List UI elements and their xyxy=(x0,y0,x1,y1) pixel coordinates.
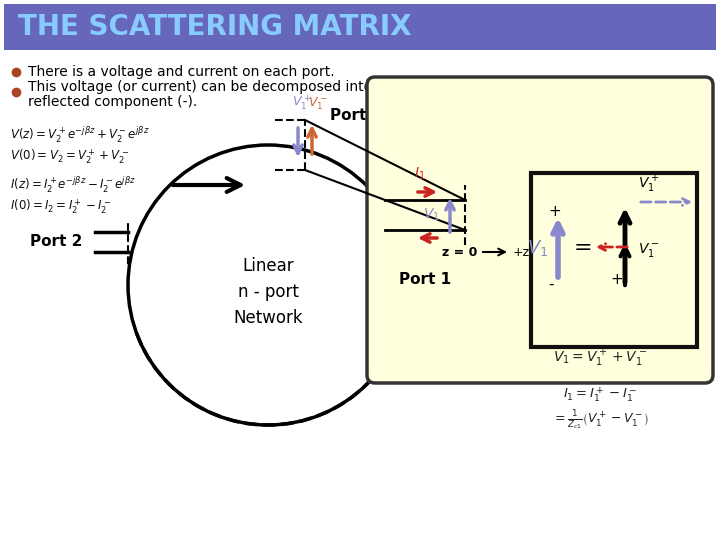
Text: There is a voltage and current on each port.: There is a voltage and current on each p… xyxy=(28,65,335,79)
Text: $I_1$: $I_1$ xyxy=(414,166,426,182)
Text: $I(z)=I_2^+e^{-j\beta z}-I_2^-e^{j\beta z}$: $I(z)=I_2^+e^{-j\beta z}-I_2^-e^{j\beta … xyxy=(10,176,136,195)
Text: $V_1$: $V_1$ xyxy=(527,238,548,258)
Text: $I_1 = I_1^+ - I_1^-$: $I_1 = I_1^+ - I_1^-$ xyxy=(563,386,637,404)
Text: +z: +z xyxy=(513,246,530,259)
Text: reflected component (-).: reflected component (-). xyxy=(28,95,197,109)
Text: +: + xyxy=(610,273,623,287)
Text: +: + xyxy=(548,205,561,219)
Circle shape xyxy=(128,145,408,425)
FancyBboxPatch shape xyxy=(367,77,713,383)
FancyBboxPatch shape xyxy=(531,173,697,347)
Text: $V_1^+$: $V_1^+$ xyxy=(638,174,660,195)
Text: $V(0)=V_2=V_2^++V_2^-$: $V(0)=V_2=V_2^++V_2^-$ xyxy=(10,147,130,166)
Text: $V_1$: $V_1$ xyxy=(423,207,440,223)
Text: $V(z)=V_2^+e^{-j\beta z}+V_2^-e^{j\beta z}$: $V(z)=V_2^+e^{-j\beta z}+V_2^-e^{j\beta … xyxy=(10,125,150,145)
Text: THE SCATTERING MATRIX: THE SCATTERING MATRIX xyxy=(18,13,412,41)
Text: $V_1^-$: $V_1^-$ xyxy=(308,96,328,112)
FancyBboxPatch shape xyxy=(4,4,716,50)
Text: Port 1: Port 1 xyxy=(399,273,451,287)
Text: This voltage (or current) can be decomposed into the incident (+) and: This voltage (or current) can be decompo… xyxy=(28,80,517,94)
Text: $V_1^-$: $V_1^-$ xyxy=(638,241,660,259)
Text: Port 1: Port 1 xyxy=(330,107,382,123)
Text: $V_1 = V_1^+ + V_1^-$: $V_1 = V_1^+ + V_1^-$ xyxy=(553,347,647,369)
Text: Port 2: Port 2 xyxy=(30,234,82,249)
Text: Linear
n - port
Network: Linear n - port Network xyxy=(233,256,303,327)
Text: -: - xyxy=(548,276,554,292)
Text: $I(0)=I_2=I_2^+-I_2^-$: $I(0)=I_2=I_2^+-I_2^-$ xyxy=(10,198,111,217)
Text: =: = xyxy=(574,238,593,258)
Text: $V_1^+$: $V_1^+$ xyxy=(292,93,312,112)
Text: z = 0: z = 0 xyxy=(442,246,477,259)
Text: $=\frac{1}{Z_{c1}}\left(V_1^+ - V_1^-\right)$: $=\frac{1}{Z_{c1}}\left(V_1^+ - V_1^-\ri… xyxy=(552,408,649,431)
